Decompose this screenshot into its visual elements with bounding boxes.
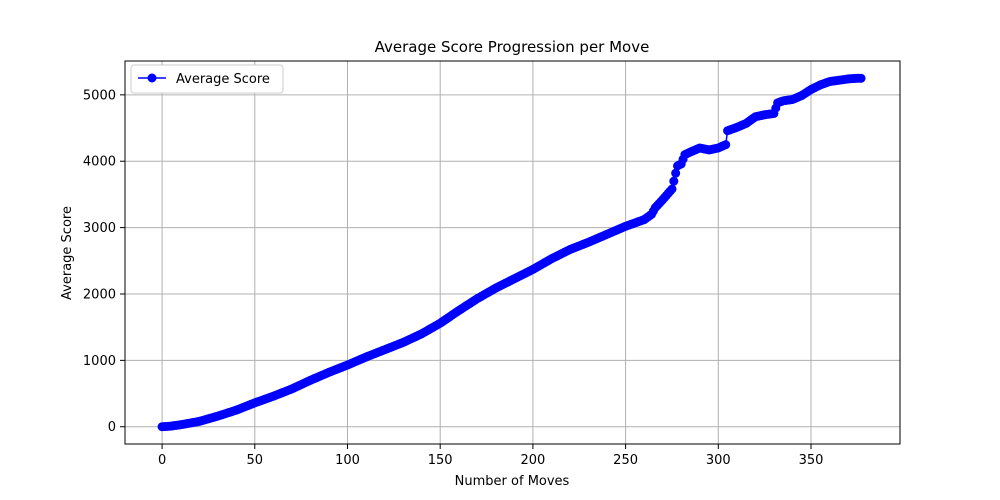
x-tick-label: 250 — [613, 453, 638, 468]
data-point — [721, 140, 731, 150]
x-tick-label: 50 — [247, 453, 264, 468]
legend-marker — [147, 73, 157, 83]
axes: 0 50 100 150 200 250 300 350 0 1000 2000 3000 4000 50… — [83, 88, 824, 468]
y-tick-label: 1000 — [83, 354, 116, 369]
chart-title: Average Score Progression per Move — [375, 38, 650, 56]
y-axis-label: Average Score — [60, 206, 75, 300]
x-tick-label: 300 — [706, 453, 731, 468]
x-tick-label: 100 — [335, 453, 360, 468]
legend: Average Score — [130, 64, 284, 94]
legend-label: Average Score — [176, 72, 270, 87]
data-point — [669, 176, 679, 186]
x-tick-label: 350 — [799, 453, 824, 468]
y-tick-label: 3000 — [83, 221, 116, 236]
y-tick-label: 4000 — [83, 155, 116, 170]
plot-frame — [124, 60, 901, 445]
x-tick-label: 0 — [158, 453, 166, 468]
data-point — [667, 184, 677, 194]
y-tick-label: 2000 — [83, 287, 116, 302]
grid — [125, 61, 900, 444]
x-tick-label: 200 — [520, 453, 545, 468]
data-point — [671, 168, 681, 178]
x-tick-label: 150 — [428, 453, 453, 468]
plot-area — [157, 73, 866, 432]
legend-box — [130, 64, 284, 94]
data-point — [856, 73, 866, 83]
x-axis-label: Number of Moves — [455, 474, 570, 489]
y-tick-label: 0 — [108, 420, 116, 435]
y-tick-label: 5000 — [83, 88, 116, 103]
